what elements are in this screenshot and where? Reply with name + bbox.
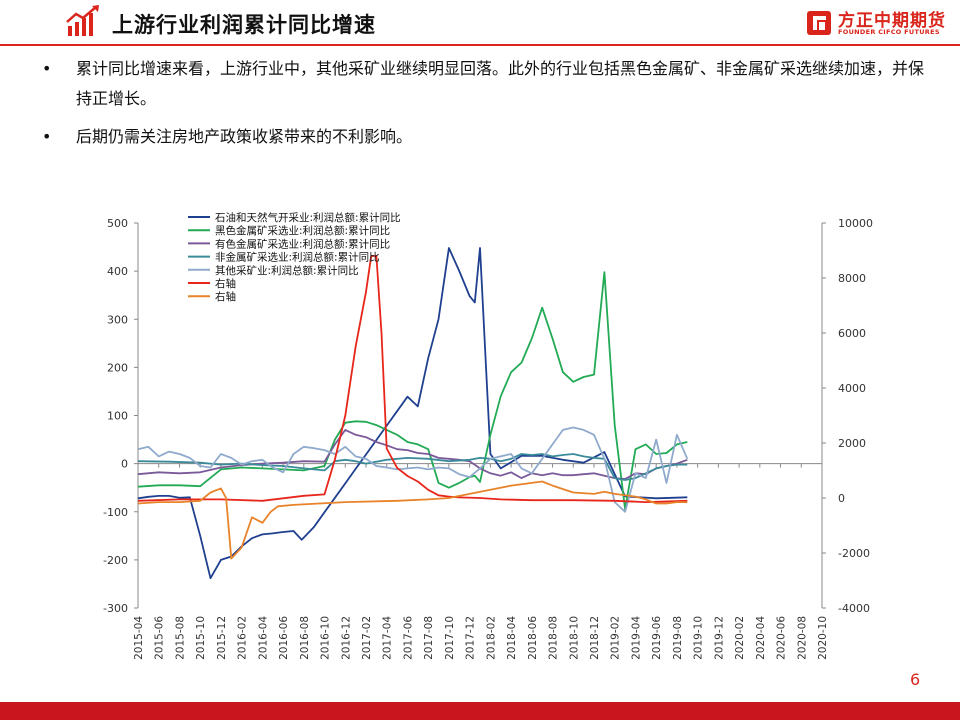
y-left-tick-label: 0 [121, 458, 128, 471]
brand-name-cn: 方正中期期货 [838, 11, 946, 31]
x-tick-label: 2018-02 [485, 616, 497, 660]
y-left-tick-label: 100 [107, 410, 128, 423]
x-tick-label: 2019-08 [672, 616, 684, 660]
x-tick-label: 2016-12 [340, 616, 352, 660]
x-tick-label: 2015-10 [195, 616, 207, 660]
legend-label: 右轴 [215, 277, 236, 290]
series-line-1 [137, 271, 688, 511]
x-tick-label: 2018-10 [568, 616, 580, 660]
x-tick-label: 2018-12 [589, 616, 601, 660]
x-tick-label: 2015-08 [174, 616, 186, 660]
page-number: 6 [910, 670, 921, 689]
growth-chart-icon [66, 5, 99, 36]
y-right-tick-label: 6000 [838, 327, 866, 340]
page-title: 上游行业利润累计同比增速 [112, 13, 376, 37]
y-right-tick-label: -4000 [838, 602, 870, 615]
y-left-tick-label: 300 [107, 313, 128, 326]
x-tick-label: 2016-04 [257, 616, 269, 660]
brand-logo: 方正中期期货 FOUNDER CIFCO FUTURES [806, 6, 946, 40]
header: 上游行业利润累计同比增速 方正中期期货 FOUNDER CIFCO FUTURE… [0, 0, 960, 46]
y-left-tick-label: 500 [107, 217, 128, 230]
line-chart: 500 400 300 200 100 0 -100 -200 -300 10000 8000 600… [103, 211, 873, 660]
series-line-4 [137, 426, 689, 513]
bullet-item: 累计同比增速来看，上游行业中，其他采矿业继续明显回落。此外的行业包括黑色金属矿、… [38, 54, 928, 114]
y-left-tick-label: -300 [103, 602, 128, 615]
y-right-tick-label: 2000 [838, 437, 866, 450]
x-tick-label: 2016-06 [278, 616, 290, 660]
x-tick-label: 2019-04 [630, 616, 642, 660]
y-right-tick-label: 8000 [838, 272, 866, 285]
legend-label: 有色金属矿采选业:利润总额:累计同比 [215, 237, 390, 250]
series-line-6 [137, 480, 688, 560]
x-tick-label: 2015-06 [154, 616, 166, 660]
x-tick-label: 2018-04 [506, 616, 518, 660]
x-tick-label: 2020-06 [776, 616, 788, 660]
footer-bar [0, 702, 960, 720]
y-left-tick-label: -100 [103, 506, 128, 519]
x-tick-label: 2017-02 [361, 616, 373, 660]
y-left-tick-label: 400 [107, 265, 128, 278]
x-tick-label: 2016-08 [299, 616, 311, 660]
bullet-item: 后期仍需关注房地产政策收紧带来的不利影响。 [38, 122, 928, 152]
legend-label: 其他采矿业:利润总额:累计同比 [215, 264, 359, 277]
x-tick-label: 2017-08 [423, 616, 435, 660]
x-tick-label: 2020-02 [734, 616, 746, 660]
brand-mark-icon [807, 11, 831, 35]
series-line-5 [137, 255, 688, 504]
x-tick-label: 2017-12 [465, 616, 477, 660]
x-tick-label: 2017-06 [402, 616, 414, 660]
legend-label: 石油和天然气开采业:利润总额:累计同比 [215, 211, 401, 224]
header-divider [0, 44, 960, 46]
brand-name-en: FOUNDER CIFCO FUTURES [838, 28, 940, 36]
x-tick-label: 2020-10 [817, 616, 829, 660]
x-tick-label: 2019-10 [693, 616, 705, 660]
x-tick-label: 2015-12 [216, 616, 228, 660]
x-tick-label: 2019-12 [713, 616, 725, 660]
x-tick-label: 2019-02 [610, 616, 622, 660]
y-right-tick-label: -2000 [838, 547, 870, 560]
y-left-tick-label: -200 [103, 554, 128, 567]
x-tick-label: 2017-10 [444, 616, 456, 660]
legend-label: 右轴 [215, 290, 236, 303]
x-tick-label: 2018-08 [548, 616, 560, 660]
legend-label: 黑色金属矿采选业:利润总额:累计同比 [215, 224, 390, 237]
x-tick-label: 2015-04 [133, 616, 145, 660]
y-right-tick-label: 10000 [838, 217, 873, 230]
x-tick-label: 2018-06 [527, 616, 539, 660]
x-tick-label: 2019-06 [651, 616, 663, 660]
x-tick-label: 2020-08 [796, 616, 808, 660]
x-tick-label: 2016-10 [320, 616, 332, 660]
x-tick-label: 2020-04 [755, 616, 767, 660]
bullet-list: 累计同比增速来看，上游行业中，其他采矿业继续明显回落。此外的行业包括黑色金属矿、… [38, 54, 928, 160]
x-tick-label: 2017-04 [382, 616, 394, 660]
legend-label: 非金属矿采选业:利润总额:累计同比 [215, 251, 380, 264]
y-right-tick-label: 0 [838, 492, 845, 505]
y-left-tick-label: 200 [107, 361, 128, 374]
x-tick-label: 2016-02 [237, 616, 249, 660]
y-right-tick-label: 4000 [838, 382, 866, 395]
